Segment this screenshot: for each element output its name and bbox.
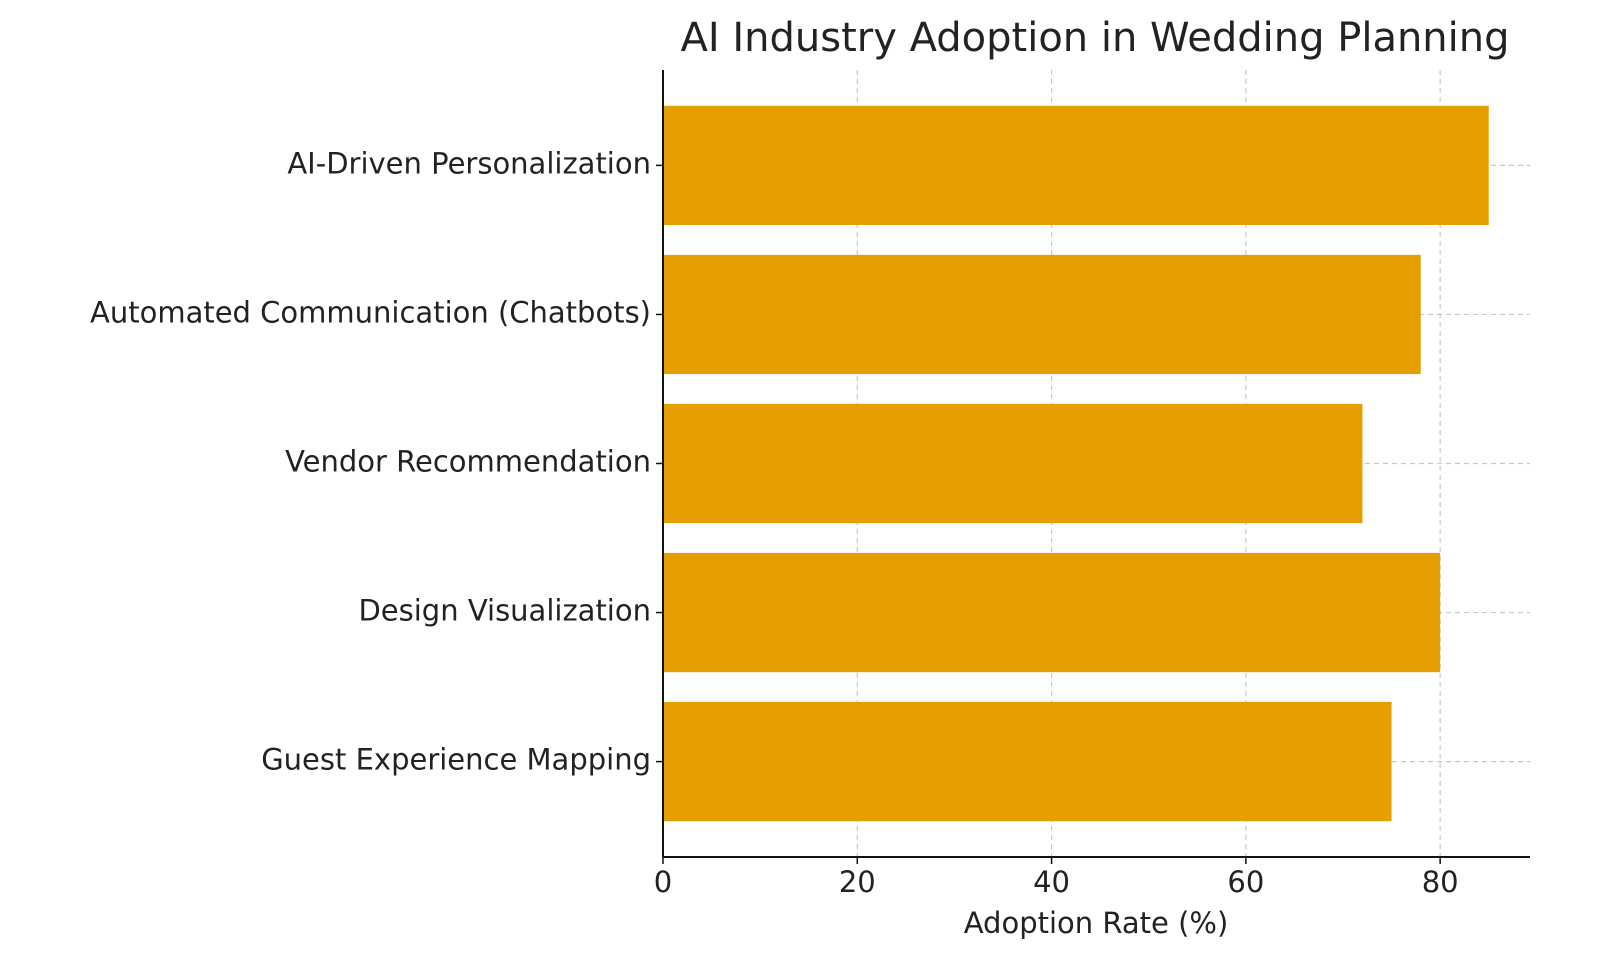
y-tick-label: Automated Communication (Chatbots) [90, 295, 651, 329]
y-tick-label: AI-Driven Personalization [287, 146, 651, 180]
x-tick-label: 80 [1422, 865, 1459, 899]
bar [663, 701, 1392, 822]
y-tick-label: Guest Experience Mapping [261, 743, 651, 777]
x-tick-label: 20 [839, 865, 876, 899]
x-tick-label: 60 [1227, 865, 1264, 899]
bar [663, 403, 1363, 524]
bar [663, 105, 1489, 226]
y-tick-label: Vendor Recommendation [285, 445, 651, 479]
x-axis-label: Adoption Rate (%) [964, 906, 1229, 940]
chart-title: AI Industry Adoption in Wedding Planning [680, 15, 1509, 61]
bar [663, 552, 1441, 673]
bar [663, 254, 1421, 375]
x-tick-label: 0 [654, 865, 672, 899]
y-tick-label: Design Visualization [358, 594, 651, 628]
x-tick-label: 40 [1033, 865, 1070, 899]
